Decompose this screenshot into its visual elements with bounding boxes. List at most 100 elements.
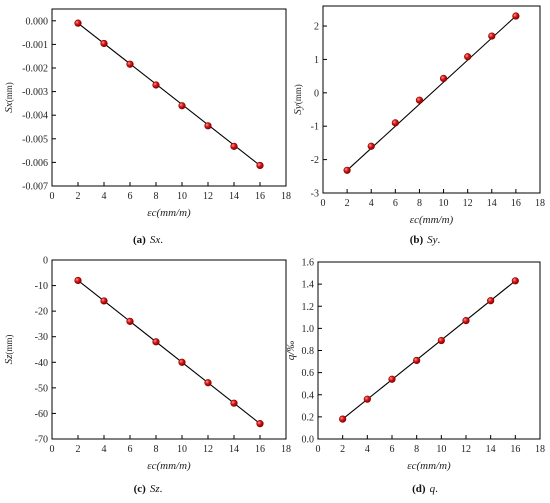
plot-frame xyxy=(322,5,541,194)
caption-suffix: . xyxy=(160,234,163,246)
panel-caption: (a) Sx. xyxy=(133,234,163,246)
data-point xyxy=(367,142,375,150)
x-tick-label: 8 xyxy=(154,191,159,202)
data-point xyxy=(100,297,108,305)
x-tick-label: 16 xyxy=(511,198,521,209)
x-tick-label: 0 xyxy=(316,444,321,455)
y-tick-label: 0 xyxy=(43,256,48,267)
x-tick-label: 0 xyxy=(321,198,326,209)
x-tick-label: 4 xyxy=(102,191,107,202)
x-tick-label: 2 xyxy=(76,191,81,202)
plot-frame xyxy=(51,8,287,187)
data-point xyxy=(488,32,496,40)
y-axis-label: Sz(mm) xyxy=(3,335,15,365)
y-axis-label-main: Sy xyxy=(292,104,304,115)
y-tick-label: -20 xyxy=(35,307,48,318)
plot-frame xyxy=(51,259,287,440)
x-axis-label: εc(mm/m) xyxy=(147,207,191,219)
data-point xyxy=(256,161,264,170)
y-tick-label: -0.003 xyxy=(22,87,48,98)
data-point xyxy=(178,102,186,110)
data-point xyxy=(74,276,82,285)
y-tick-label: -10 xyxy=(35,281,48,292)
y-tick-label: 1.6 xyxy=(302,258,315,269)
y-tick-label: -3 xyxy=(311,189,319,200)
y-tick-label: 0.2 xyxy=(302,412,315,423)
data-point xyxy=(439,74,448,83)
x-tick-label: 4 xyxy=(365,444,370,455)
caption-suffix: . xyxy=(435,483,438,495)
data-point xyxy=(511,277,519,285)
x-tick-label: 4 xyxy=(102,444,107,455)
y-axis-label-sub: (mm) xyxy=(293,84,303,104)
x-tick-label: 18 xyxy=(281,191,291,202)
x-tick-label: 8 xyxy=(414,444,419,455)
x-tick-label: 0 xyxy=(50,444,55,455)
panel-caption: (b) Sy. xyxy=(410,234,441,246)
x-tick-label: 6 xyxy=(128,191,133,202)
y-tick-label: 0 xyxy=(314,88,319,99)
x-axis-label: εc(mm/m) xyxy=(410,214,454,226)
y-tick-label: -0.007 xyxy=(22,182,48,193)
x-axis-label: εc(mm/m) xyxy=(147,460,191,472)
x-tick-label: 8 xyxy=(417,198,422,209)
x-tick-label: 0 xyxy=(50,191,55,202)
data-point xyxy=(339,415,347,423)
x-tick-label: 14 xyxy=(486,444,496,455)
caption-name: Sy xyxy=(427,234,438,246)
panel-caption: (d) q. xyxy=(412,483,438,495)
caption-letter: (c) xyxy=(134,483,147,495)
x-tick-label: 18 xyxy=(281,444,291,455)
y-tick-label: -0.006 xyxy=(22,158,48,169)
panel-b: 0 2 4 6 8 10 12 14 16 18210-1-2-3εc(mm/m)Sy(mm)(b… xyxy=(292,5,545,246)
data-point xyxy=(363,395,371,403)
fit-line xyxy=(346,15,517,171)
y-axis-label-sub: (mm) xyxy=(4,82,14,102)
x-tick-label: 16 xyxy=(255,191,265,202)
panel-c: 0 2 4 6 8 10 12 14 16 18 0 -10 -20 -30 -40 -50 -60 -70 εc(… xyxy=(3,256,291,496)
y-tick-label: -70 xyxy=(35,435,48,446)
y-axis-label-main: Sx xyxy=(3,102,15,113)
fit-line xyxy=(77,280,261,425)
caption-name: Sz xyxy=(150,483,161,495)
y-tick-label: 1.0 xyxy=(302,324,315,335)
y-tick-label: -0.001 xyxy=(22,40,48,51)
x-tick-label: 10 xyxy=(177,191,187,202)
x-tick-label: 18 xyxy=(535,444,545,455)
x-tick-label: 12 xyxy=(203,191,213,202)
data-point xyxy=(415,96,424,104)
data-point xyxy=(256,420,264,428)
data-point xyxy=(437,336,445,345)
y-axis-label: q/‰ xyxy=(285,341,297,361)
x-tick-label: 6 xyxy=(128,444,133,455)
y-tick-label: 0.0 xyxy=(302,435,315,446)
y-tick-label: -30 xyxy=(35,332,48,343)
x-tick-label: 10 xyxy=(177,444,187,455)
data-point xyxy=(152,338,160,346)
panel-a: 0 2 4 6 8 10 12 14 16 18 0.000 -0.001 -0.002 -0.003 -0… xyxy=(3,8,291,246)
data-point xyxy=(462,317,470,325)
y-tick-label: -1 xyxy=(311,122,319,133)
data-point xyxy=(487,297,495,305)
data-point xyxy=(126,317,134,325)
data-point xyxy=(204,122,212,130)
x-tick-label: 10 xyxy=(439,198,449,209)
y-tick-label: -40 xyxy=(35,358,48,369)
data-point xyxy=(230,399,238,407)
caption-suffix: . xyxy=(160,483,163,495)
y-tick-label: 2 xyxy=(314,22,319,33)
data-point xyxy=(391,119,399,127)
fit-line xyxy=(342,280,516,420)
y-tick-label: 0.8 xyxy=(302,346,315,357)
y-axis-label-main: Sz xyxy=(3,354,15,365)
y-axis-label: Sy(mm) xyxy=(292,84,304,114)
data-point xyxy=(74,19,82,27)
x-tick-label: 2 xyxy=(345,198,350,209)
panel-d: 0 2 4 6 8 10 12 14 16 18 0.0 0.2 0.4 0.6 0.8 1.0 1.2 1.4 1… xyxy=(285,258,545,496)
x-axis-label: εc(mm/m) xyxy=(407,460,451,472)
x-tick-label: 14 xyxy=(229,191,239,202)
x-tick-label: 14 xyxy=(487,198,497,209)
data-point xyxy=(152,81,160,89)
data-point xyxy=(388,375,396,383)
y-tick-label: 1.4 xyxy=(302,280,315,291)
